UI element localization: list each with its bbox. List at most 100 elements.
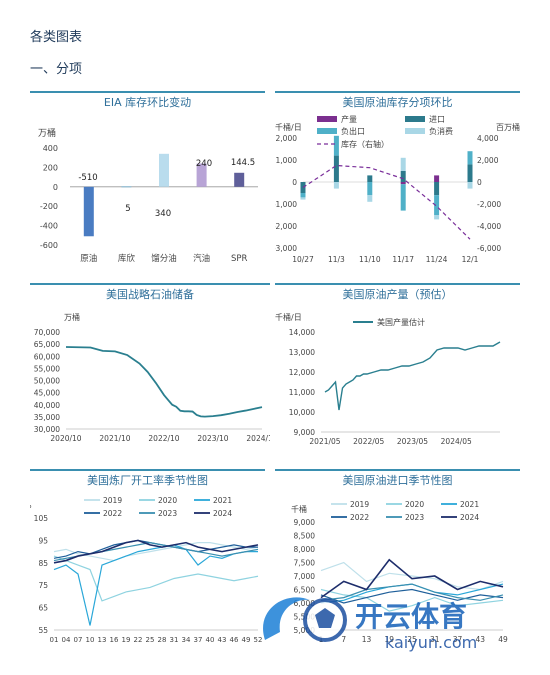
legend-swatch [405,128,425,134]
legend-label: 进口 [429,115,445,124]
logo-swoosh [263,597,310,640]
x-tick-label: 19 [122,636,131,644]
x-tick-label: 2022/05 [353,437,384,446]
y-tick-label: 105 [34,514,49,523]
y-tick-label: 8,000 [294,545,316,554]
legend-label: 2019 [350,500,369,509]
y-tick-label: 7,500 [294,559,316,568]
legend-label: 2021 [213,496,232,505]
x-tick-label: 34 [182,636,191,644]
chart-refinery: 美国炼厂开工率季节性图%5565758595105010407101316192… [30,469,265,644]
y-axis-label-right: 百万桶 [496,122,520,132]
legend-label: 2022 [350,513,369,522]
data-label: 240 [196,159,212,169]
chart-title: 美国原油产量（预估） [343,287,453,301]
y-tick-label: 9,000 [294,428,316,437]
y-tick-label: 60,000 [34,352,60,361]
y-tick-label: 0 [53,183,58,192]
line-series-2024 [53,539,259,564]
data-label: 340 [155,209,171,219]
bar-segment-负出口 [367,182,373,196]
x-tick-label: 25 [146,636,155,644]
bar-汽油 [196,163,207,187]
y-tick-label: 400 [43,144,58,153]
x-tick-label: 49 [242,636,251,644]
line-series-2021 [53,544,258,626]
bar-segment-产量 [434,175,440,182]
line-series-2024 [320,558,504,599]
x-tick-label: 52 [254,636,263,644]
y-axis-label: 千桶/日 [275,312,302,322]
y-tick-label: 14,000 [289,328,315,337]
y-axis-label: 千桶 [291,504,307,514]
y-tick-label: 85 [38,559,48,568]
y-tick-label: 50,000 [34,377,60,386]
y-tick-label: 55,000 [34,364,60,373]
bar-原油 [83,186,94,237]
legend-label: 2024 [460,513,479,522]
watermark-en: kaiyun.com [385,633,477,652]
y-tick-label-right: -6,000 [477,244,501,253]
y-tick-label: 1,000 [276,156,298,165]
bar-segment-负出口 [400,184,406,211]
y-tick-label: 45,000 [34,389,60,398]
y-tick-label: 10,000 [289,408,315,417]
x-tick-label: 49 [498,635,508,644]
legend-label: 负消费 [429,126,453,136]
bar-segment-进口 [333,155,339,182]
watermark-cn: 开云体育 [355,600,467,633]
y-axis-label: % [30,501,32,510]
data-label: 144.5 [231,158,255,168]
y-tick-label: 55 [38,626,48,635]
chart-imports: 美国原油进口季节性图千桶5,0005,5006,0006,5007,0007,5… [275,469,520,644]
legend-label: 库存（右轴） [341,139,389,149]
bar-segment-负出口 [300,193,306,198]
legend-swatch [317,116,337,122]
bar-segment-负消费 [467,182,473,189]
legend-label: 2021 [460,500,479,509]
x-tick-label: 2023/05 [397,437,428,446]
bar-segment-进口 [367,175,373,182]
y-tick-label-right: 2,000 [477,156,499,165]
y-tick-label-right: -4,000 [477,222,501,231]
legend-label: 2020 [405,500,424,509]
legend-label: 产量 [341,114,357,124]
y-axis-label: 万桶 [64,312,80,322]
line-series-2022 [320,588,504,604]
y-axis-label-left: 千桶/日 [275,122,302,132]
line-series-2020 [320,588,504,612]
x-tick-label: 11/24 [426,255,448,264]
y-tick-label: 11,000 [289,388,315,397]
bar-segment-进口 [467,164,473,182]
legend-label: 2022 [103,509,122,518]
y-tick-label: 65 [38,604,48,613]
x-tick-label: 10/27 [292,255,314,264]
x-tick-label: 28 [158,636,167,644]
x-tick-label: 37 [453,635,463,644]
x-tick-label: SPR [231,254,248,264]
bar-segment-负消费 [400,157,406,171]
chart-title: EIA 库存环比变动 [104,95,191,109]
y-tick-label: -2,000 [275,222,297,231]
y-tick-label: -600 [40,241,58,250]
data-label: 5 [125,204,130,214]
x-tick-label: 2021/10 [99,434,130,443]
legend-label: 2023 [405,513,424,522]
x-tick-label: 01 [50,636,59,644]
bar-segment-进口 [400,171,406,182]
x-tick-label: 46 [230,636,239,644]
section-title: 一、分项 [30,62,83,77]
x-tick-label: 37 [194,636,203,644]
x-tick-label: 12/1 [462,255,479,264]
y-tick-label: 200 [43,163,58,172]
legend-label: 2024 [213,509,232,518]
y-tick-label: -200 [40,202,58,211]
y-tick-label: -3,000 [275,244,297,253]
line-series-2019 [53,542,259,562]
x-tick-label: 11/3 [328,255,345,264]
x-tick-label: 原油 [80,253,97,264]
x-tick-label: 22 [134,636,143,644]
x-tick-label: 31 [170,636,179,644]
